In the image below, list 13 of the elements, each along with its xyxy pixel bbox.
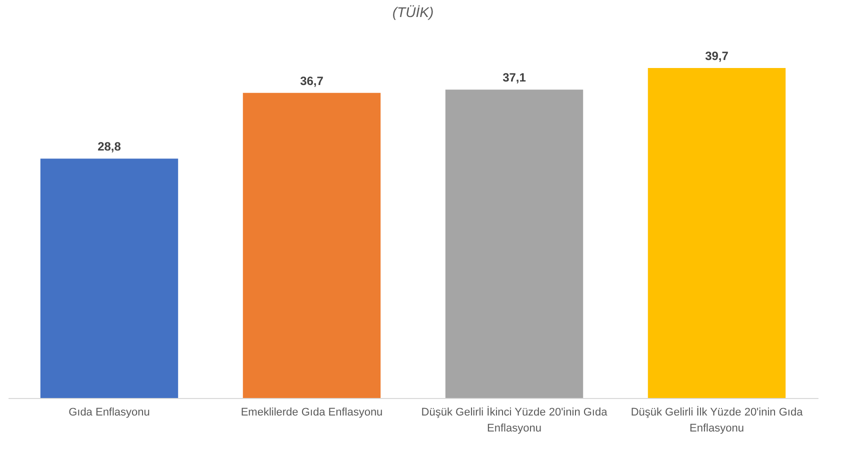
bar (445, 90, 584, 398)
chart-subtitle: (TÜİK) (392, 4, 434, 20)
bar (40, 158, 178, 398)
x-tick-label: Düşük Gelirli İkinci Yüzde 20'inin Gıda Enflasyonu (421, 406, 608, 434)
data-label: 39,7 (705, 49, 729, 63)
x-tick-label: Gıda Enflasyonu (68, 406, 150, 418)
data-label: 37,1 (502, 70, 526, 85)
data-label: 28,8 (98, 140, 122, 154)
bar (648, 68, 786, 398)
x-tick-label: Düşük Gelirli İlk Yüzde 20'inin Gıda Enflasyonu (630, 406, 804, 434)
x-tick-label: Emeklilerde Gıda Enflasyonu (240, 406, 383, 418)
data-label: 36,7 (300, 74, 324, 88)
bar (242, 92, 381, 398)
